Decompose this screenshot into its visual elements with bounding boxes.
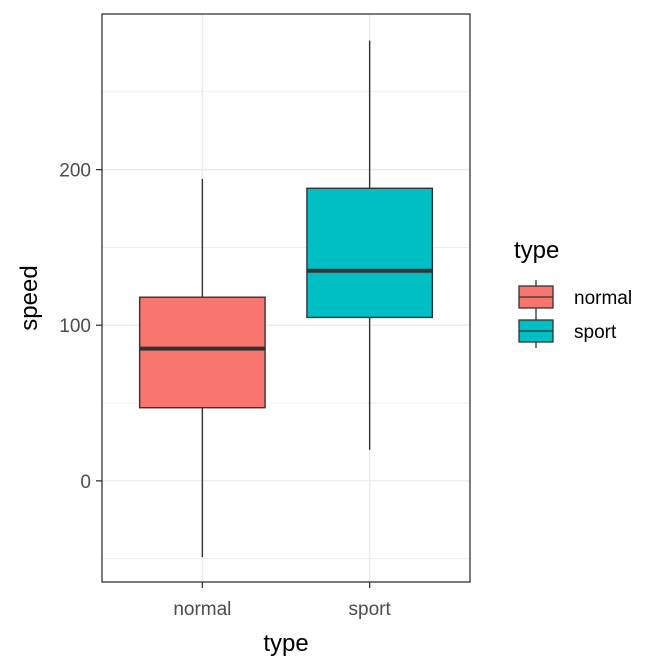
legend-label-sport: sport bbox=[574, 322, 617, 343]
legend-key-normal bbox=[518, 280, 554, 314]
legend-title: type bbox=[514, 237, 559, 264]
x-tick-label: sport bbox=[349, 599, 392, 620]
y-tick-label: 200 bbox=[59, 161, 91, 182]
x-axis-title: type bbox=[263, 630, 308, 657]
box-sport bbox=[306, 40, 434, 450]
box-iqr bbox=[138, 296, 266, 409]
y-tick-label: 0 bbox=[80, 472, 91, 493]
box-iqr bbox=[306, 187, 434, 319]
legend-key-sport bbox=[518, 314, 554, 348]
box-normal bbox=[138, 178, 266, 558]
legend-label-normal: normal bbox=[574, 288, 632, 309]
x-tick-label: normal bbox=[173, 599, 231, 620]
y-axis-title: speed bbox=[16, 265, 43, 330]
legend: type normal sport bbox=[514, 237, 632, 348]
y-axis: 0 100 200 bbox=[59, 161, 102, 493]
box-series bbox=[138, 40, 434, 558]
x-axis: normal sport bbox=[173, 582, 391, 620]
y-tick-label: 100 bbox=[59, 316, 91, 337]
panel-border bbox=[101, 13, 471, 583]
